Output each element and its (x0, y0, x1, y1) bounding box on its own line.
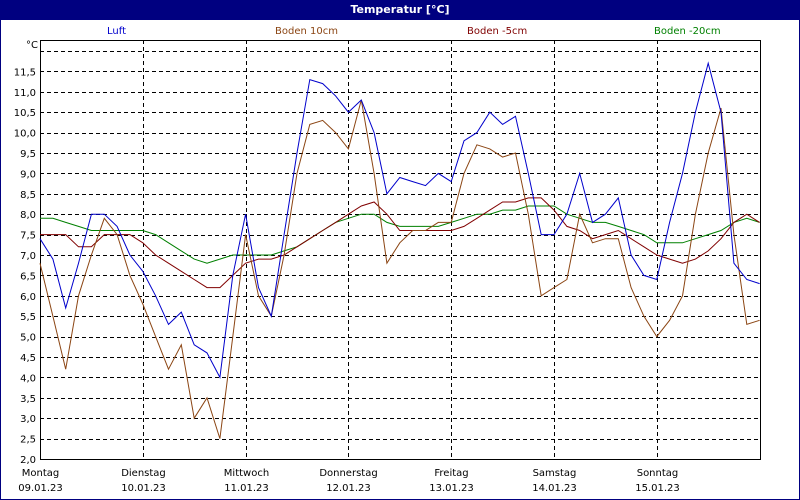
y-tick-label: 10,5 (14, 108, 36, 119)
y-tick-label: 6,0 (20, 292, 36, 303)
x-day-label: Montag (22, 468, 59, 479)
x-day-label: Dienstag (121, 468, 166, 479)
x-date-label: 14.01.23 (532, 483, 577, 494)
y-unit-label: °C (26, 40, 38, 51)
x-date-label: 12.01.23 (326, 483, 371, 494)
y-tick-label: 3,5 (20, 394, 36, 405)
y-tick-label: 7,5 (20, 231, 36, 242)
x-date-label: 15.01.23 (635, 483, 680, 494)
window-title: Temperatur [°C] (1, 1, 799, 20)
x-day-label: Freitag (434, 468, 468, 479)
plot-frame (40, 40, 761, 460)
x-day-label: Sonntag (637, 468, 679, 479)
y-tick-label: 4,0 (20, 373, 36, 384)
y-tick-label: 10,0 (14, 129, 36, 140)
series-luft (39, 61, 760, 380)
x-day-label: Donnerstag (319, 468, 377, 479)
legend-boden-20cm: Boden -20cm (654, 26, 721, 37)
y-tick-label: 9,0 (20, 169, 36, 180)
legend-luft: Luft (107, 26, 126, 37)
y-tick-label: 9,5 (20, 149, 36, 160)
x-day-label: Samstag (533, 468, 577, 479)
y-tick-label: 8,0 (20, 210, 36, 221)
x-date-label: 10.01.23 (121, 483, 166, 494)
y-tick-label: 4,5 (20, 353, 36, 364)
y-tick-label: 11,5 (14, 67, 36, 78)
legend-boden-5cm: Boden -5cm (467, 26, 528, 37)
y-tick-label: 2,5 (20, 435, 36, 446)
y-tick-label: 11,0 (14, 88, 36, 99)
y-tick-label: 7,0 (20, 251, 36, 262)
y-tick-label: 2,0 (20, 455, 36, 466)
series-boden-20cm (40, 205, 760, 264)
series-boden-5cm (40, 197, 760, 289)
x-day-label: Mittwoch (224, 468, 269, 479)
y-tick-label: 3,0 (20, 414, 36, 425)
series-boden-10cm (39, 99, 760, 439)
y-tick-label: 8,5 (20, 190, 36, 201)
x-date-label: 13.01.23 (429, 483, 474, 494)
y-tick-label: 5,5 (20, 312, 36, 323)
x-date-label: 09.01.23 (18, 483, 63, 494)
x-date-label: 11.01.23 (224, 483, 269, 494)
legend-boden-10cm: Boden 10cm (275, 26, 338, 37)
y-tick-label: 5,0 (20, 333, 36, 344)
y-tick-label: 6,5 (20, 271, 36, 282)
